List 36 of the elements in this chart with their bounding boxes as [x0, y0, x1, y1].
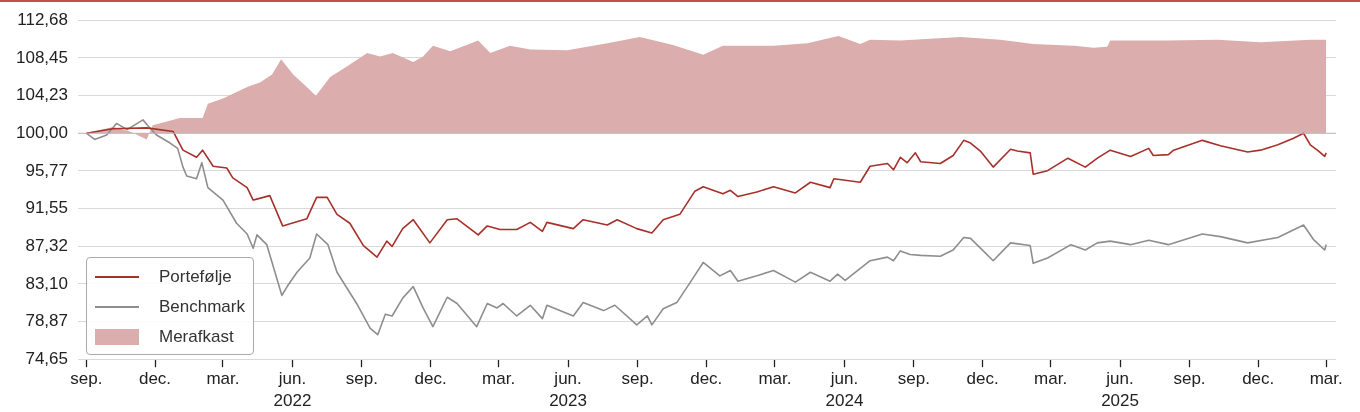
x-tick-label: mar. [482, 369, 516, 389]
y-tick-label: 91,55 [25, 198, 68, 218]
x2-tick-label: 2022 [273, 391, 312, 411]
x-tick-label: sep. [897, 369, 930, 389]
legend-label: Merafkast [158, 327, 234, 348]
x2-tick-label: 2023 [549, 391, 587, 411]
x2-tick-label: 2025 [1101, 391, 1139, 411]
y-tick-label: 100,00 [16, 122, 68, 142]
x-tick-label: dec. [1242, 369, 1275, 389]
legend-label: Benchmark [158, 297, 245, 318]
y-tick-label: 87,32 [25, 235, 68, 255]
x-tick-label: sep. [621, 369, 654, 389]
y-tick-label: 74,65 [25, 348, 68, 368]
y-tick-label: 108,45 [16, 47, 68, 67]
x-tick-label: mar. [758, 369, 792, 389]
x-tick-label: dec. [414, 369, 447, 389]
x-tick-label: jun. [553, 369, 582, 389]
x-tick-label: mar. [1309, 369, 1343, 389]
y-tick-label: 83,10 [25, 273, 68, 293]
y-tick-label: 112,68 [17, 9, 68, 29]
legend-label: Portefølje [158, 267, 232, 288]
x-tick-label: dec. [138, 369, 172, 389]
x-tick-label: mar. [1034, 369, 1068, 389]
x-tick-label: mar. [206, 369, 240, 389]
x-tick-label: jun. [277, 369, 307, 389]
x-tick-label: sep. [70, 369, 103, 389]
x2-tick-label: 2024 [825, 391, 864, 411]
y-tick-label: 95,77 [25, 160, 68, 180]
x-tick-label: jun. [1105, 369, 1134, 389]
y-tick-label: 104,23 [16, 85, 68, 105]
x-tick-label: dec. [966, 369, 999, 389]
y-tick-label: 78,87 [25, 311, 68, 331]
x-tick-label: dec. [690, 369, 723, 389]
x-tick-label: jun. [829, 369, 859, 389]
x-tick-label: sep. [1173, 369, 1206, 389]
x-tick-label: sep. [345, 369, 378, 389]
